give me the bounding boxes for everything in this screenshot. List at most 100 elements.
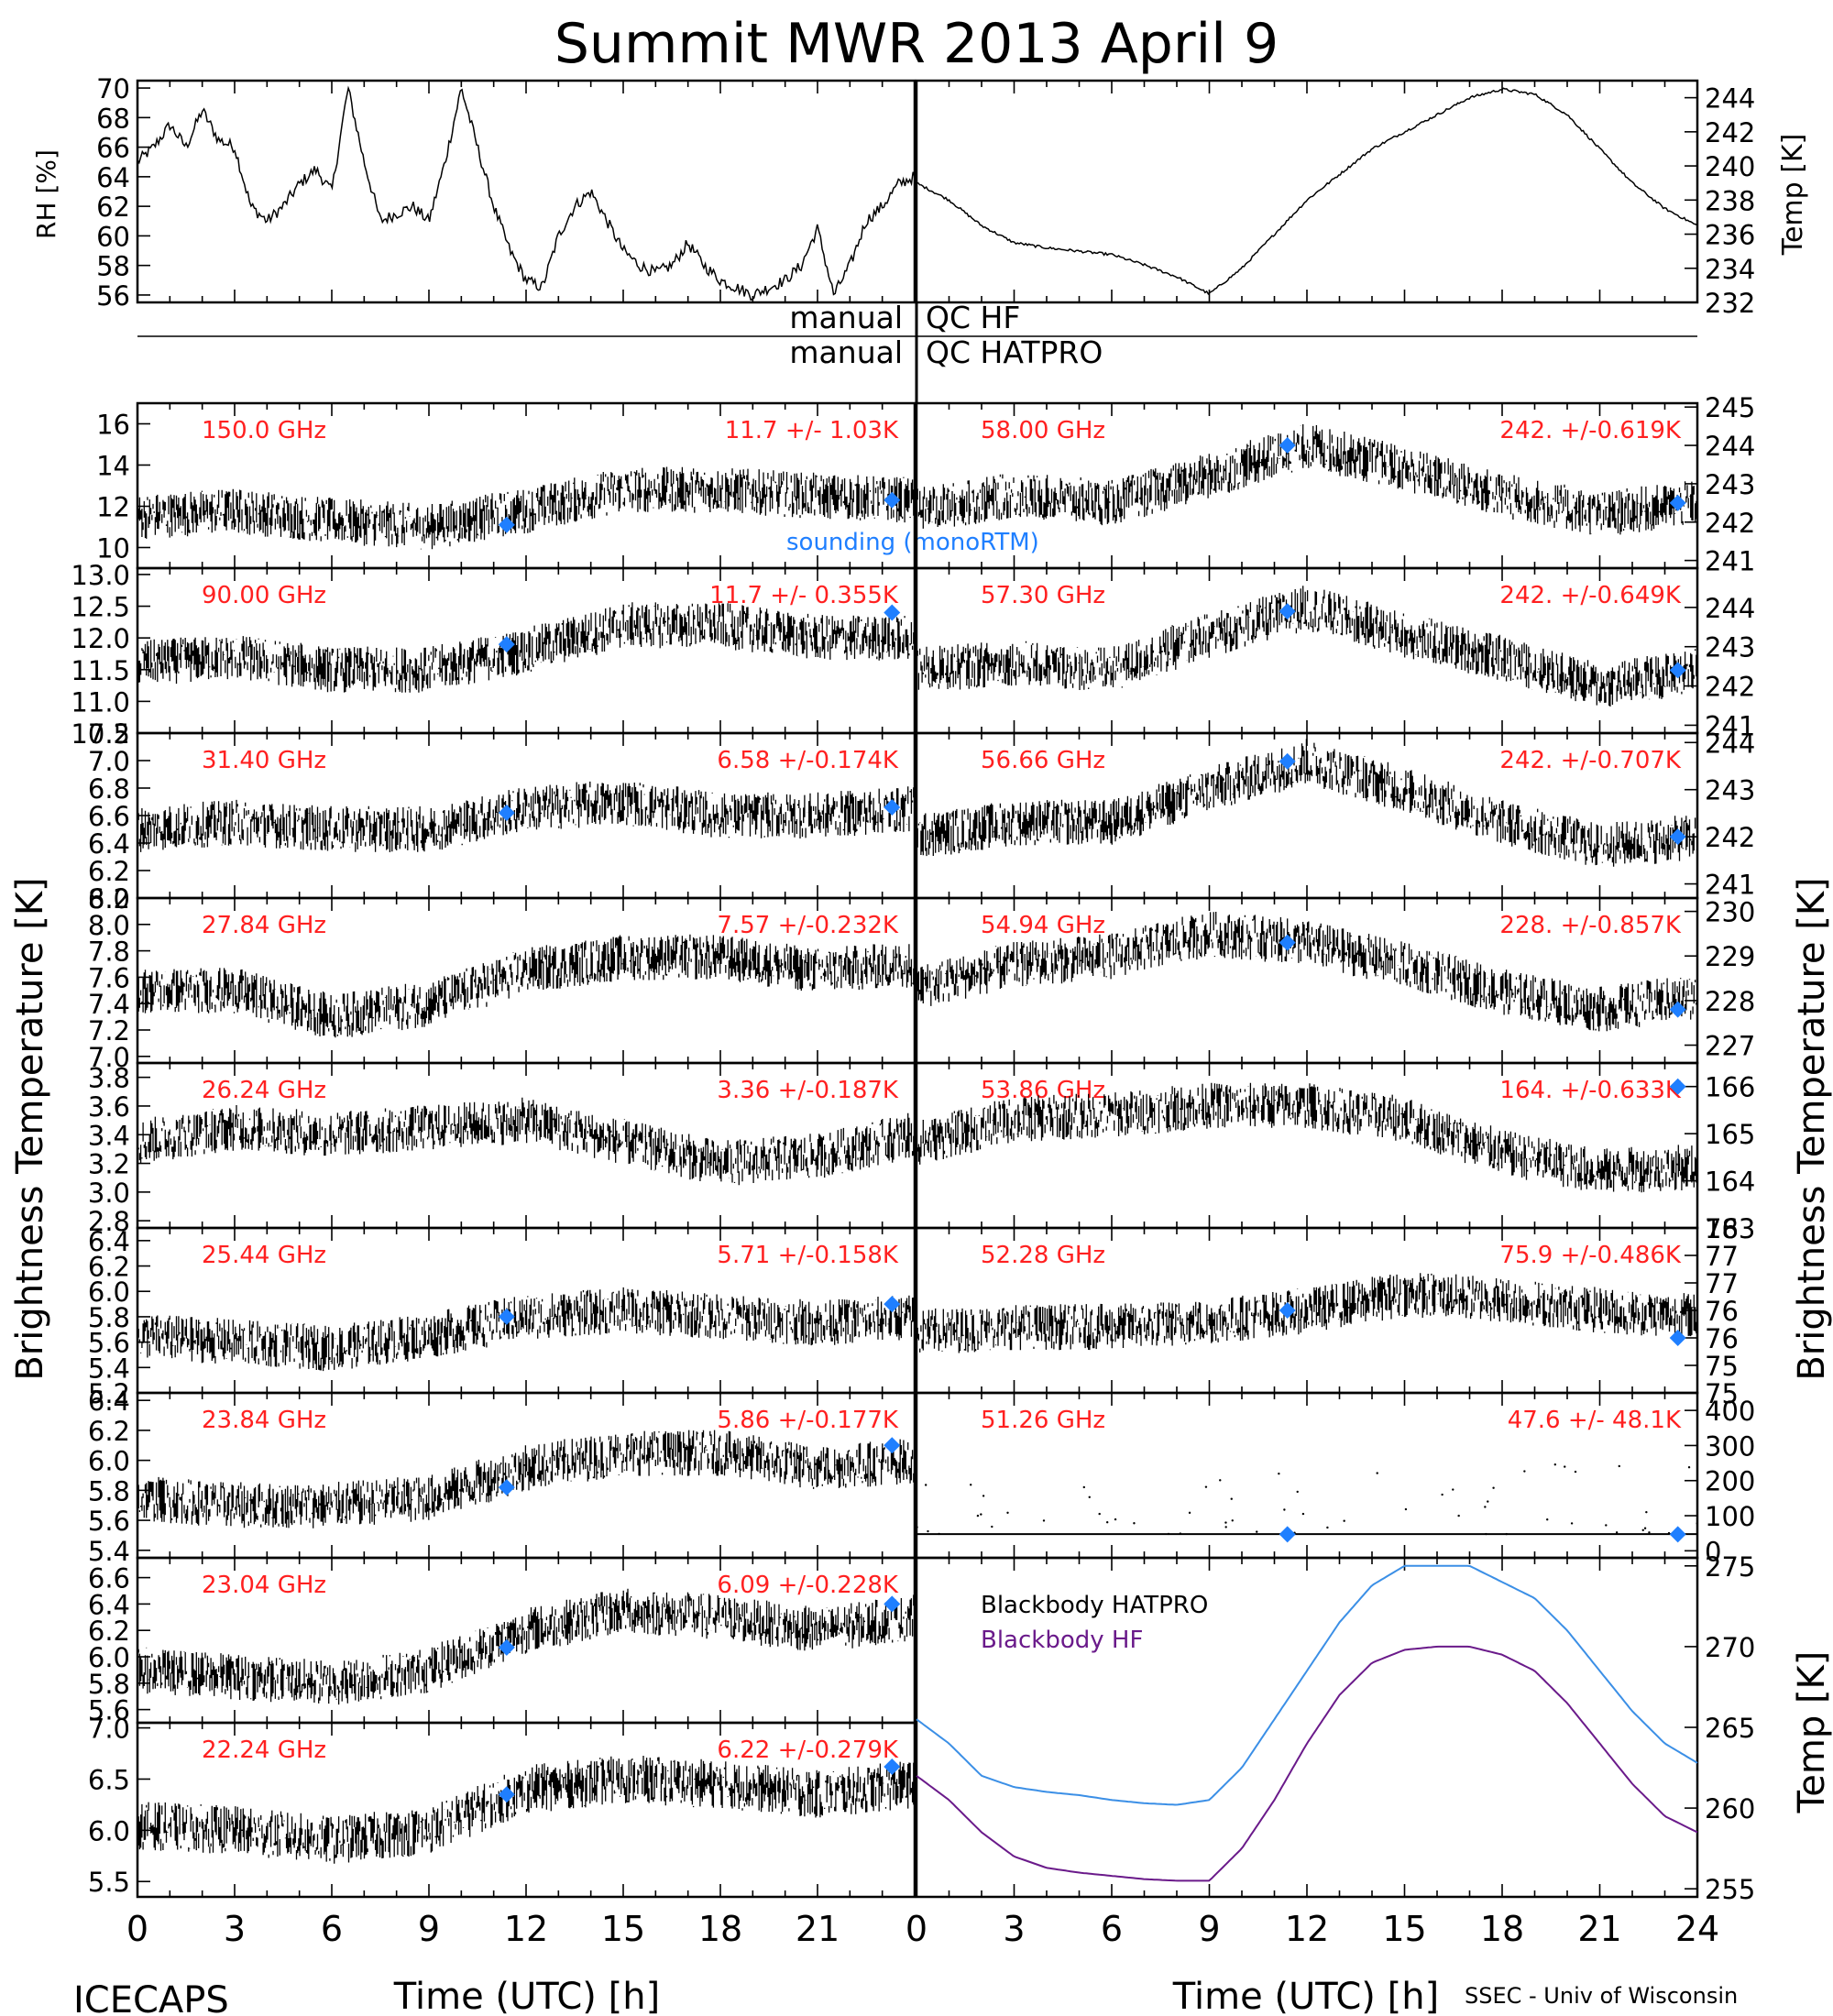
panel-L-0-stat-label: 11.7 +/- 1.03K	[725, 417, 899, 444]
panel-L-3-ytick-label: 8.0	[88, 910, 130, 941]
figure-title: Summit MWR 2013 April 9	[554, 12, 1279, 76]
panel-R-6-outlier	[1615, 1531, 1619, 1534]
panel-L-8-channel-label: 22.24 GHz	[202, 1737, 326, 1764]
legend-sounding: sounding (monoRTM)	[786, 529, 1039, 556]
left-ylabel: Brightness Temperature [K]	[9, 877, 51, 1380]
panel-rh-0-ytick-label: 62	[96, 192, 130, 223]
panel-R-5-channel-label: 52.28 GHz	[981, 1242, 1105, 1269]
panel-R-6-outlier	[1487, 1500, 1489, 1503]
panel-L-2-ytick-label: 6.4	[88, 828, 130, 860]
panel-R-6-outlier	[1457, 1514, 1460, 1517]
panel-L-7-ytick-label: 5.8	[88, 1669, 130, 1700]
panel-R-6-channel-label: 51.26 GHz	[981, 1407, 1105, 1434]
panel-L-4-channel-label: 26.24 GHz	[202, 1077, 326, 1104]
panel-R-6-outlier	[1179, 1532, 1182, 1535]
panel-R-6-outlier	[1114, 1517, 1117, 1521]
panel-bb-0-ytick-label: 255	[1705, 1874, 1755, 1905]
x-tick-label-left: 3	[224, 1909, 246, 1949]
panel-L-5-ytick-label: 6.2	[88, 1252, 130, 1283]
panel-R-5-ytick-label: 75	[1705, 1351, 1739, 1382]
panel-L-5-ytick-label: 6.0	[88, 1276, 130, 1308]
panel-R-1-ytick-label: 242	[1705, 672, 1755, 703]
panel-L-2-sounding-marker	[498, 805, 515, 821]
panel-R-6-outlier	[1492, 1486, 1495, 1489]
footer-left: ICECAPS	[73, 1979, 229, 2016]
panel-R-6-outlier	[1204, 1485, 1208, 1488]
x-tick-label-right: 21	[1577, 1909, 1621, 1949]
panel-R-6-outlier	[1133, 1522, 1136, 1525]
panel-R-6-outlier	[1167, 1532, 1170, 1536]
panel-R-0-channel-label: 58.00 GHz	[981, 417, 1105, 444]
panel-R-4-ytick-label: 164	[1705, 1167, 1755, 1198]
panel-R-3-trace	[916, 912, 1698, 1032]
panel-R-6-outlier	[991, 1525, 993, 1528]
panel-L-5-sounding-marker	[498, 1308, 515, 1325]
x-tick-label-left: 12	[504, 1909, 548, 1949]
rh-ylabel: RH [%]	[31, 149, 61, 239]
panel-R-6-outlier	[1006, 1511, 1009, 1514]
panel-L-7-sounding-marker	[884, 1595, 901, 1613]
panel-L-1-ytick-label: 12.0	[71, 623, 130, 654]
panel-R-1-channel-label: 57.30 GHz	[981, 582, 1105, 609]
panel-bb-0-ytick-label: 260	[1705, 1793, 1755, 1824]
panel-bb-0-ytick-label: 270	[1705, 1632, 1755, 1663]
panel-L-7-ytick-label: 5.6	[88, 1695, 130, 1726]
panel-R-3-sounding-marker	[1279, 934, 1296, 951]
panel-L-5-ytick-label: 5.2	[88, 1378, 130, 1409]
panel-R-6-outlier	[1618, 1464, 1620, 1468]
panel-R-5-ytick-label: 77	[1705, 1268, 1739, 1299]
panel-R-6-outlier	[1105, 1521, 1109, 1524]
panel-L-2-ytick-label: 7.2	[88, 718, 130, 750]
panel-R-6-ytick-label: 400	[1705, 1396, 1755, 1427]
panel-L-3-ytick-label: 8.2	[88, 883, 130, 915]
bb-line-0	[916, 1564, 1698, 1806]
panel-R-6-sounding-marker	[1669, 1526, 1686, 1543]
panel-R-2-ytick-label: 241	[1705, 870, 1755, 901]
panel-R-4-stat-label: 164. +/-0.633K	[1499, 1077, 1682, 1104]
panel-R-6-ytick-label: 300	[1705, 1430, 1755, 1462]
panel-L-6-ytick-label: 5.6	[88, 1506, 130, 1537]
panel-R-5-sounding-marker	[1279, 1302, 1296, 1319]
panel-L-2-ytick-label: 6.6	[88, 801, 130, 832]
x-tick-label-left: 9	[418, 1909, 440, 1949]
panel-R-2-ytick-label: 243	[1705, 775, 1755, 806]
panel-L-7-stat-label: 6.09 +/-0.228K	[717, 1572, 899, 1599]
panel-temp-0-ytick-label: 242	[1705, 117, 1755, 148]
panel-L-7-ytick-label: 6.4	[88, 1589, 130, 1620]
panel-rh-0-ytick-label: 66	[96, 133, 130, 164]
panel-R-6-outlier	[1645, 1510, 1648, 1514]
panel-R-4-trace	[916, 1082, 1698, 1193]
panel-temp-0-ytick-label: 234	[1705, 254, 1755, 285]
x-tick-label-right: 15	[1382, 1909, 1426, 1949]
panel-R-5-ytick-label: 76	[1705, 1296, 1739, 1327]
panel-R-6-outlier	[1605, 1524, 1608, 1527]
panel-L-5-ytick-label: 5.6	[88, 1328, 130, 1359]
panel-L-1-ytick-label: 11.0	[71, 686, 130, 718]
panel-R-6-ytick-label: 200	[1705, 1466, 1755, 1497]
panel-L-7-sounding-marker	[498, 1638, 515, 1656]
panel-R-0-ytick-label: 243	[1705, 469, 1755, 500]
panel-temp-0-ytick-label: 240	[1705, 151, 1755, 182]
rh-line	[137, 85, 916, 301]
panel-L-7-ytick-label: 6.2	[88, 1616, 130, 1647]
panel-L-4-ytick-label: 2.8	[88, 1206, 130, 1237]
panel-R-6-outlier	[1570, 1522, 1574, 1525]
panel-R-4-sounding-marker	[1669, 1078, 1686, 1095]
panel-R-6-outlier	[1283, 1508, 1286, 1511]
qc-line1-left: manual	[789, 300, 903, 335]
panel-L-5-sounding-marker	[884, 1296, 901, 1313]
x-tick-label-right: 18	[1480, 1909, 1524, 1949]
panel-R-6-outlier	[1564, 1465, 1566, 1468]
panel-R-5-stat-label: 75.9 +/-0.486K	[1499, 1242, 1682, 1269]
panel-L-4-trace	[137, 1097, 916, 1186]
panel-bb-0-ytick-label: 265	[1705, 1713, 1755, 1744]
x-tick-label-left: 6	[321, 1909, 343, 1949]
panel-L-8-sounding-marker	[498, 1786, 515, 1803]
panel-L-2-stat-label: 6.58 +/-0.174K	[717, 747, 899, 774]
panel-L-5-ytick-label: 5.8	[88, 1302, 130, 1333]
panel-R-6-outlier	[1546, 1517, 1549, 1521]
panel-L-4-ytick-label: 3.0	[88, 1178, 130, 1209]
panel-R-0-ytick-label: 244	[1705, 431, 1755, 462]
panel-L-1-ytick-label: 12.5	[71, 592, 130, 623]
panel-bb-0-ytick-label: 275	[1705, 1551, 1755, 1583]
